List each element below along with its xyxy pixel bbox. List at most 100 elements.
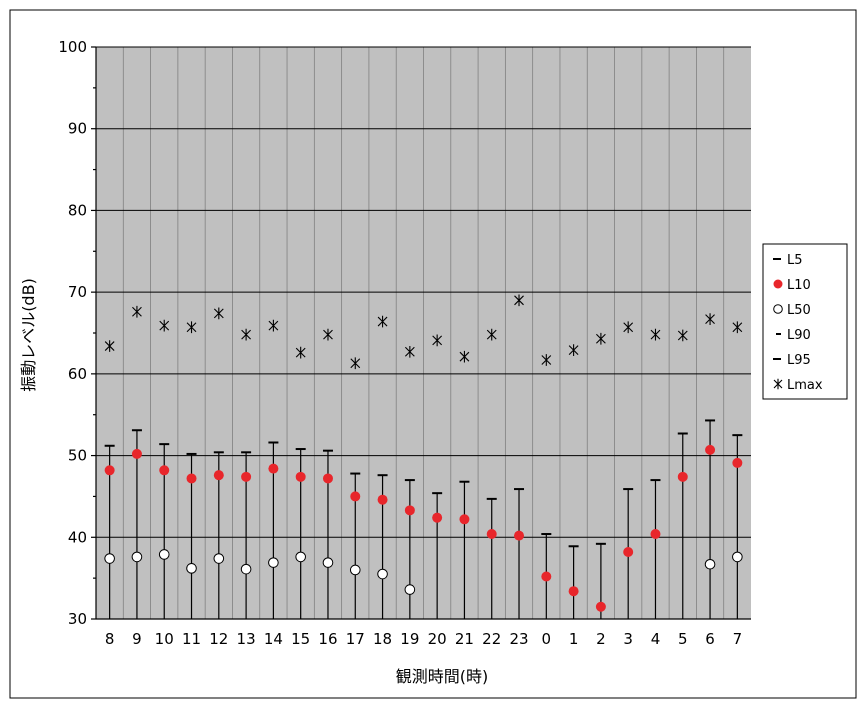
lmax-marker	[241, 328, 251, 341]
x-tick-label: 12	[209, 630, 228, 648]
l10-marker	[131, 448, 142, 459]
legend-label: L10	[787, 278, 811, 293]
l10-marker	[186, 473, 197, 484]
x-tick-label: 2	[596, 630, 606, 648]
l10-marker	[241, 471, 252, 482]
x-tick-label: 23	[509, 630, 528, 648]
l10-marker	[213, 470, 224, 481]
lmax-marker	[268, 319, 279, 332]
data-markers	[104, 294, 743, 619]
l10-marker	[568, 586, 579, 597]
lmax-marker	[159, 319, 170, 332]
l10-marker	[677, 471, 688, 482]
y-tick-label: 90	[68, 120, 87, 138]
lmax-marker	[568, 344, 579, 357]
l10-marker	[377, 494, 388, 505]
x-tick-label: 17	[346, 630, 365, 648]
legend-label: L95	[787, 353, 811, 368]
x-tick-label: 1	[569, 630, 579, 648]
x-tick-label: 8	[105, 630, 115, 648]
lmax-marker	[350, 357, 361, 370]
x-tick-label: 7	[733, 630, 743, 648]
x-tick-label: 16	[318, 630, 337, 648]
lmax-marker	[213, 307, 224, 320]
y-tick-label: 70	[68, 283, 87, 301]
l50-marker	[377, 568, 388, 580]
lmax-marker	[404, 345, 415, 358]
lmax-marker	[132, 305, 142, 318]
x-tick-label: 6	[705, 630, 715, 648]
lmax-marker	[186, 321, 197, 334]
l10-marker	[595, 601, 606, 612]
l50-marker	[732, 551, 743, 563]
lmax-marker	[541, 354, 552, 366]
x-tick-label: 10	[155, 630, 174, 648]
plot-area	[95, 46, 751, 620]
legend-label: L5	[787, 253, 803, 268]
y-axis-title: 振動レベル(dB)	[19, 278, 38, 392]
l50-marker	[268, 557, 279, 568]
lmax-marker	[650, 328, 661, 341]
lmax-marker	[432, 334, 443, 347]
l10-marker	[432, 512, 443, 523]
legend-label: Lmax	[787, 378, 823, 393]
l10-marker	[322, 473, 333, 484]
l10-marker	[459, 514, 470, 525]
lmax-marker	[295, 346, 306, 359]
l10-marker	[350, 491, 361, 502]
l10-marker	[268, 463, 279, 474]
x-tick-label: 3	[623, 630, 633, 648]
y-axis: 30 40 50 60 70 80 90 100	[58, 38, 96, 628]
l50-marker	[104, 553, 115, 564]
l10-marker	[650, 529, 661, 540]
l50-marker	[704, 558, 716, 570]
lmax-marker	[459, 350, 470, 363]
lmax-marker	[323, 328, 333, 341]
lmax-marker	[705, 313, 715, 325]
legend-box	[762, 243, 848, 400]
x-axis-title: 観測時間(時)	[396, 667, 489, 686]
legend: L5 L10 L50 L90 L95 Lmax	[762, 243, 848, 400]
lmax-marker	[677, 329, 688, 342]
legend-asterisk-icon	[773, 378, 783, 390]
lmax-marker	[514, 294, 524, 307]
l50-marker	[240, 563, 252, 575]
lmax-marker	[377, 315, 388, 328]
l10-marker	[404, 505, 415, 516]
x-tick-label: 13	[237, 630, 256, 648]
x-tick-label: 9	[132, 630, 142, 648]
legend-label: L90	[787, 328, 811, 343]
x-tick-label: 11	[182, 630, 201, 648]
x-tick-label: 20	[428, 630, 447, 648]
y-tick-label: 50	[68, 447, 87, 465]
lmax-marker	[623, 321, 634, 334]
l50-marker	[404, 584, 416, 595]
lmax-marker	[596, 332, 606, 345]
l10-marker	[159, 465, 170, 476]
y-tick-label: 30	[68, 610, 87, 628]
y-tick-label: 80	[68, 201, 87, 219]
l10-marker	[295, 471, 306, 482]
x-tick-label: 19	[400, 630, 419, 648]
l50-marker	[213, 553, 225, 564]
l10-marker	[514, 530, 525, 541]
y-tick-label: 100	[58, 38, 87, 56]
x-tick-label: 5	[678, 630, 688, 648]
x-tick-label: 0	[542, 630, 552, 648]
legend-filled-circle-icon	[773, 279, 783, 289]
x-tick-label: 4	[651, 630, 661, 648]
y-tick-label: 40	[68, 528, 87, 546]
x-tick-label: 22	[482, 630, 501, 648]
x-tick-label: 15	[291, 630, 310, 648]
l10-marker	[732, 457, 743, 468]
y-tick-label: 60	[68, 365, 87, 383]
lmax-marker	[486, 328, 497, 341]
l10-marker	[705, 444, 716, 455]
l50-marker	[349, 564, 361, 576]
l10-marker	[541, 571, 552, 582]
x-axis: 8 9 10 11 12 13 14 15 16 17 18 19 20 21 22 23 0 1 2 3 4 5 6 7	[105, 630, 742, 648]
l10-marker	[623, 546, 634, 557]
x-tick-label: 18	[373, 630, 392, 648]
l50-marker	[158, 549, 170, 560]
